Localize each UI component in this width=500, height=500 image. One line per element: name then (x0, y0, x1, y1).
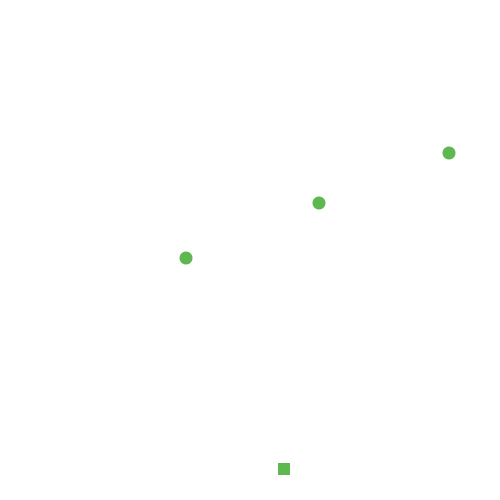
square-marker (278, 463, 290, 475)
dot-marker-2 (312, 196, 326, 210)
dot-marker-3 (179, 251, 193, 265)
dot-marker-1 (442, 146, 456, 160)
